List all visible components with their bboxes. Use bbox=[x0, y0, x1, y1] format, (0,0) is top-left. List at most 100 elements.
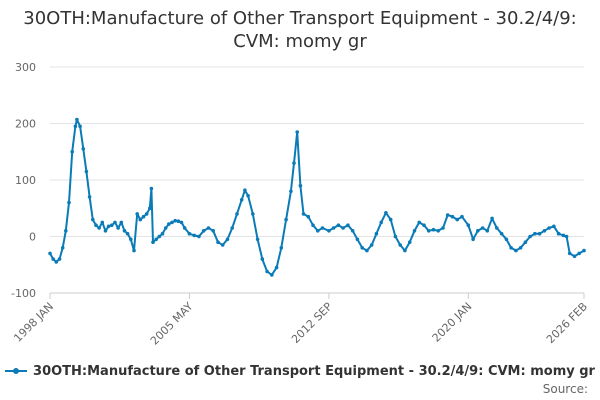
data-point[interactable] bbox=[528, 234, 532, 239]
data-point[interactable] bbox=[54, 260, 59, 264]
data-point[interactable] bbox=[417, 220, 422, 225]
data-point[interactable] bbox=[490, 216, 494, 221]
data-point[interactable] bbox=[374, 231, 379, 236]
data-point[interactable] bbox=[84, 169, 89, 174]
data-point[interactable] bbox=[113, 220, 117, 225]
data-point[interactable] bbox=[471, 237, 475, 242]
data-point[interactable] bbox=[292, 161, 296, 165]
data-point[interactable] bbox=[157, 234, 162, 239]
data-point[interactable] bbox=[116, 226, 120, 230]
data-point[interactable] bbox=[279, 246, 284, 250]
data-point[interactable] bbox=[431, 227, 436, 232]
data-point[interactable] bbox=[393, 234, 398, 239]
data-point[interactable] bbox=[75, 117, 79, 122]
data-point[interactable] bbox=[295, 130, 300, 134]
data-point[interactable] bbox=[167, 222, 171, 226]
data-point[interactable] bbox=[480, 226, 485, 230]
data-point[interactable] bbox=[239, 198, 244, 202]
data-point[interactable] bbox=[67, 200, 71, 205]
data-point[interactable] bbox=[407, 240, 412, 244]
data-point[interactable] bbox=[518, 246, 523, 250]
data-point[interactable] bbox=[216, 240, 220, 244]
data-point[interactable] bbox=[561, 233, 566, 238]
data-point[interactable] bbox=[422, 223, 426, 227]
data-point[interactable] bbox=[154, 237, 158, 242]
data-point[interactable] bbox=[225, 237, 230, 242]
data-point[interactable] bbox=[173, 218, 177, 223]
data-point[interactable] bbox=[163, 226, 168, 230]
data-point[interactable] bbox=[243, 188, 247, 192]
data-point[interactable] bbox=[48, 251, 52, 256]
data-point[interactable] bbox=[445, 213, 450, 217]
data-point[interactable] bbox=[455, 217, 460, 222]
data-point[interactable] bbox=[81, 147, 86, 151]
data-point[interactable] bbox=[97, 226, 101, 230]
data-point[interactable] bbox=[87, 195, 92, 199]
data-point[interactable] bbox=[144, 212, 149, 216]
data-point[interactable] bbox=[78, 124, 82, 129]
data-point[interactable] bbox=[179, 220, 184, 225]
data-point[interactable] bbox=[552, 224, 556, 229]
data-point[interactable] bbox=[572, 254, 577, 259]
data-point[interactable] bbox=[103, 229, 108, 233]
data-point[interactable] bbox=[149, 186, 154, 191]
data-point[interactable] bbox=[230, 226, 234, 230]
data-point[interactable] bbox=[350, 229, 355, 233]
data-point[interactable] bbox=[270, 273, 274, 277]
data-point[interactable] bbox=[148, 206, 152, 211]
data-point[interactable] bbox=[129, 237, 133, 242]
data-point[interactable] bbox=[320, 226, 325, 230]
data-point[interactable] bbox=[403, 248, 407, 253]
data-point[interactable] bbox=[412, 229, 417, 233]
data-point[interactable] bbox=[160, 231, 165, 236]
data-point[interactable] bbox=[246, 194, 250, 198]
data-point[interactable] bbox=[100, 220, 105, 225]
data-point[interactable] bbox=[360, 246, 365, 250]
data-point[interactable] bbox=[201, 229, 206, 233]
data-point[interactable] bbox=[298, 183, 303, 188]
data-point[interactable] bbox=[316, 229, 320, 233]
data-point[interactable] bbox=[151, 240, 155, 244]
data-point[interactable] bbox=[255, 237, 260, 242]
data-point[interactable] bbox=[192, 233, 196, 238]
data-point[interactable] bbox=[106, 224, 111, 229]
data-point[interactable] bbox=[436, 229, 441, 233]
data-point[interactable] bbox=[176, 219, 181, 223]
data-point[interactable] bbox=[119, 220, 124, 225]
data-point[interactable] bbox=[122, 229, 127, 233]
data-point[interactable] bbox=[125, 231, 130, 236]
data-point[interactable] bbox=[331, 226, 336, 230]
data-point[interactable] bbox=[388, 217, 393, 222]
data-point[interactable] bbox=[336, 223, 341, 227]
data-point[interactable] bbox=[289, 189, 293, 194]
data-point[interactable] bbox=[94, 223, 98, 227]
data-point[interactable] bbox=[466, 223, 471, 227]
data-point[interactable] bbox=[327, 229, 331, 233]
data-point[interactable] bbox=[64, 229, 68, 233]
data-point[interactable] bbox=[306, 214, 311, 219]
data-point[interactable] bbox=[379, 220, 384, 225]
data-point[interactable] bbox=[441, 226, 445, 230]
data-point[interactable] bbox=[311, 223, 315, 227]
legend[interactable]: 30OTH:Manufacture of Other Transport Equ… bbox=[0, 361, 600, 381]
data-point[interactable] bbox=[91, 217, 95, 222]
data-point[interactable] bbox=[260, 257, 265, 261]
data-point[interactable] bbox=[274, 265, 279, 270]
data-point[interactable] bbox=[523, 240, 528, 244]
data-point[interactable] bbox=[60, 246, 65, 250]
data-point[interactable] bbox=[564, 234, 569, 239]
data-point[interactable] bbox=[398, 243, 403, 247]
data-point[interactable] bbox=[197, 234, 201, 239]
data-point[interactable] bbox=[187, 231, 192, 236]
data-point[interactable] bbox=[567, 251, 572, 256]
data-point[interactable] bbox=[341, 226, 345, 230]
data-point[interactable] bbox=[547, 226, 551, 230]
data-point[interactable] bbox=[135, 212, 139, 216]
data-point[interactable] bbox=[284, 217, 288, 222]
data-point[interactable] bbox=[251, 212, 255, 216]
data-point[interactable] bbox=[110, 223, 114, 227]
data-point[interactable] bbox=[509, 246, 513, 250]
data-point[interactable] bbox=[514, 248, 518, 253]
data-point[interactable] bbox=[533, 231, 537, 236]
data-point[interactable] bbox=[485, 229, 490, 233]
